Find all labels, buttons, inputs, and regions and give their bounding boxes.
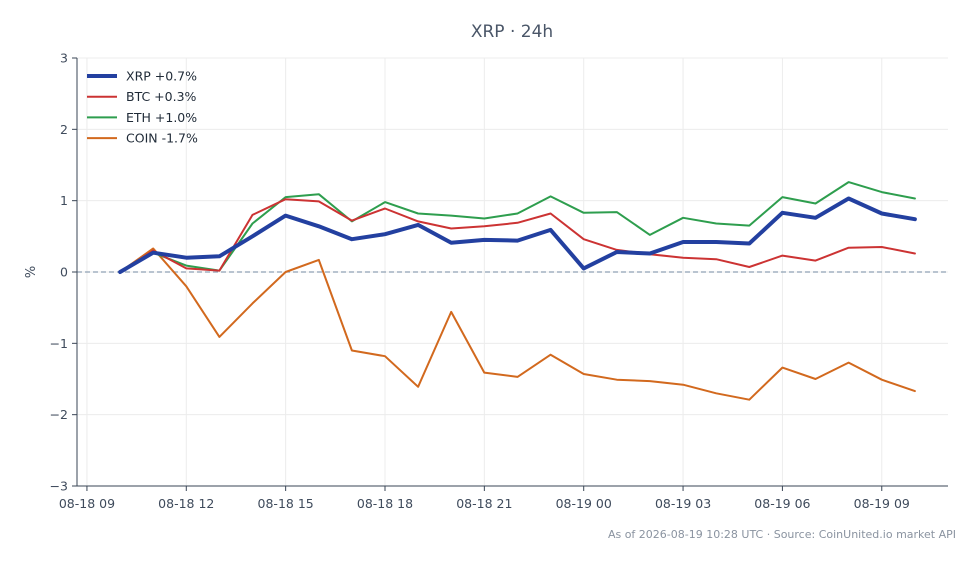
footer-source: As of 2026-08-19 10:28 UTC · Source: Coi… <box>608 528 956 541</box>
legend-label-btc: BTC +0.3% <box>126 89 197 104</box>
series-line-xrp <box>118 196 917 274</box>
y-tick-label: −3 <box>50 479 68 494</box>
x-tick-label: 08-19 06 <box>754 496 810 511</box>
y-tick-label: 3 <box>60 51 68 66</box>
series-lines <box>118 181 917 401</box>
y-tick-label: 0 <box>60 265 68 280</box>
y-tick-label: −2 <box>50 407 68 422</box>
legend-label-coin: COIN -1.7% <box>126 131 198 146</box>
y-tick-label: 2 <box>60 122 68 137</box>
x-tick-label: 08-18 21 <box>456 496 512 511</box>
y-tick-label: −1 <box>50 336 68 351</box>
legend: XRP +0.7% BTC +0.3% ETH +1.0% COIN -1.7% <box>87 69 198 146</box>
x-tick-label: 08-18 15 <box>258 496 314 511</box>
x-tick-label: 08-18 12 <box>158 496 214 511</box>
x-tick-label: 08-19 00 <box>556 496 612 511</box>
legend-label-xrp: XRP +0.7% <box>126 69 197 84</box>
y-tick-label: 1 <box>60 193 68 208</box>
series-line-eth <box>119 181 916 273</box>
x-tick-label: 08-18 18 <box>357 496 413 511</box>
series-line-coin <box>119 247 916 401</box>
series-line-btc <box>119 198 916 273</box>
x-tick-label: 08-19 03 <box>655 496 711 511</box>
legend-label-eth: ETH +1.0% <box>126 110 197 125</box>
x-axis-ticks: 08-18 09 08-18 12 08-18 15 08-18 18 08-18 21… <box>59 486 910 511</box>
y-axis-label: % <box>24 266 39 278</box>
chart-title: XRP · 24h <box>471 22 553 42</box>
x-tick-label: 08-19 09 <box>854 496 910 511</box>
x-tick-label: 08-18 09 <box>59 496 115 511</box>
y-axis-ticks: 3 2 1 0 −1 −2 −3 <box>50 51 77 494</box>
